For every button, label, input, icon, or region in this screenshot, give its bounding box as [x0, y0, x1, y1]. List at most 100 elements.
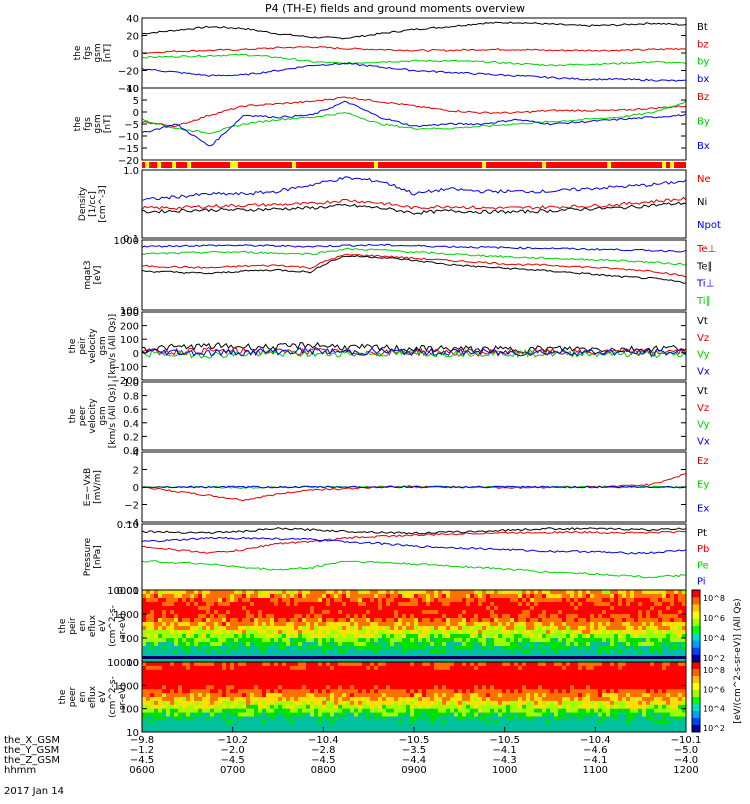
legend-label: bx	[697, 74, 709, 85]
y-tick-label: −5	[124, 120, 139, 131]
series-line-by-0	[142, 54, 686, 66]
y-tick-label: 1000	[114, 236, 139, 247]
y-ticks-pressure: 0.100.01	[117, 520, 686, 597]
y-tick-label: −10	[118, 132, 139, 143]
y-axis-label-line: en	[78, 691, 88, 702]
y-tick-label: 40	[126, 14, 139, 25]
legend-label: By	[697, 116, 710, 127]
series-line-pb-7	[142, 531, 686, 553]
y-tick-label: 0.6	[123, 405, 139, 416]
y-axis-label-line: peer	[78, 405, 88, 426]
date-label: 2017 Jan 14	[4, 786, 64, 797]
colorbar-1: 10^810^610^410^2	[692, 590, 725, 663]
y-axis-label-line: [nT]	[103, 115, 113, 133]
x-tick-label: 0800	[311, 765, 336, 776]
y-axis-label-line: sr-eV)	[118, 684, 128, 710]
y-axis-label-line: Density	[78, 186, 88, 221]
y-tick-label: 0	[133, 483, 139, 494]
legend-label: Bx	[697, 141, 710, 152]
y-tick-label: 20	[126, 32, 139, 43]
series-line-bz-0	[142, 47, 686, 54]
y-ticks-efield: 420−2−4	[124, 448, 686, 529]
y-axis-label-line: [mV/m]	[93, 470, 103, 504]
panel-frame	[142, 18, 686, 88]
series-line-bx-0	[142, 63, 686, 81]
y-tick-label: 1.0	[123, 378, 139, 389]
series-line-npot-2	[142, 177, 686, 200]
colorbar-2: 10^810^610^410^2	[692, 662, 725, 733]
panel-frame	[142, 170, 686, 238]
y-tick-label: 300	[120, 308, 139, 319]
legend-label: Ex	[697, 503, 709, 514]
y-axis-label-line: the	[58, 689, 68, 704]
panel-frame	[142, 88, 686, 160]
y-axis-label-line: eV	[98, 619, 108, 632]
series-line-ti-3	[142, 244, 686, 252]
y-tick-label: 0	[133, 108, 139, 119]
y-axis-label-line: eflux	[88, 685, 98, 708]
y-tick-label: 2	[133, 466, 139, 477]
legend-label: Vy	[697, 350, 710, 361]
y-tick-label: −2	[124, 501, 139, 512]
y-axis-label-line: the	[58, 618, 68, 633]
y-axis-label-line: fgs	[83, 46, 93, 60]
y-axis-label-line: velocity	[88, 398, 98, 434]
legend-label: Bt	[697, 22, 708, 33]
x-tick-label: 1100	[583, 765, 608, 776]
y-axis-label-line: fgs	[83, 117, 93, 131]
x-tick-label: 0900	[401, 765, 426, 776]
y-axis-label-pressure: Pressure[nPa]	[83, 537, 103, 576]
y-axis-label-line: eflux	[88, 614, 98, 637]
series-line-bx-1	[142, 101, 686, 146]
y-tick-label: 200	[120, 322, 139, 333]
legend-label: Vx	[697, 436, 710, 447]
legend-label: Pi	[697, 577, 706, 588]
y-axis-label-line: gsm	[98, 406, 108, 425]
x-tick-label: 1200	[673, 765, 698, 776]
y-axis-label-line: sr-eV)	[118, 613, 128, 639]
plot-title: P4 (TH-E) fields and ground moments over…	[265, 2, 525, 15]
y-tick-label: 0	[133, 349, 139, 360]
y-axis-label-line: eV	[98, 690, 108, 703]
legend-label: bz	[697, 39, 709, 50]
y-axis-label-line: E=−VxB	[83, 468, 93, 506]
y-axis-label-line: en	[78, 620, 88, 631]
y-axis-label-line: gsm	[93, 114, 103, 133]
y-tick-label: 0.2	[123, 432, 139, 443]
legend-label: Te⊥	[696, 244, 716, 255]
y-axis-label-line: [nT]	[103, 44, 113, 62]
y-axis-label-line: gsm	[93, 43, 103, 62]
y-tick-label: 4	[133, 448, 139, 459]
y-axis-label-line: [cm^-3]	[98, 185, 108, 222]
series-line-bz-1	[142, 97, 686, 127]
y-axis-label-line: the	[68, 338, 78, 353]
spectrogram-peer-eflux	[142, 662, 686, 732]
panel-frame	[142, 382, 686, 450]
y-axis-label-line: (cm^2-s-	[108, 676, 118, 718]
y-axis-label-line: peir	[68, 617, 78, 635]
y-axis-label-line: the	[68, 408, 78, 423]
legend-label: Vt	[697, 316, 708, 327]
colorbar-tick-label: 10^8	[703, 666, 725, 675]
y-axis-label-line: the	[73, 45, 83, 60]
y-axis-label-temperature: mqat3[eV]	[83, 260, 103, 289]
y-tick-label: 10000	[107, 658, 139, 669]
colorbar-label: [eV/(cm^2-s-sr-eV)] (All Qs)	[733, 598, 743, 723]
legend-label: Vx	[697, 366, 710, 377]
y-axis-label-line: [km/s (All Qs)]	[108, 314, 118, 378]
